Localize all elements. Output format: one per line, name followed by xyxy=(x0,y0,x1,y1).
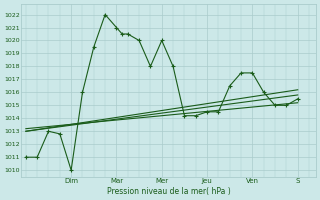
X-axis label: Pression niveau de la mer( hPa ): Pression niveau de la mer( hPa ) xyxy=(107,187,230,196)
